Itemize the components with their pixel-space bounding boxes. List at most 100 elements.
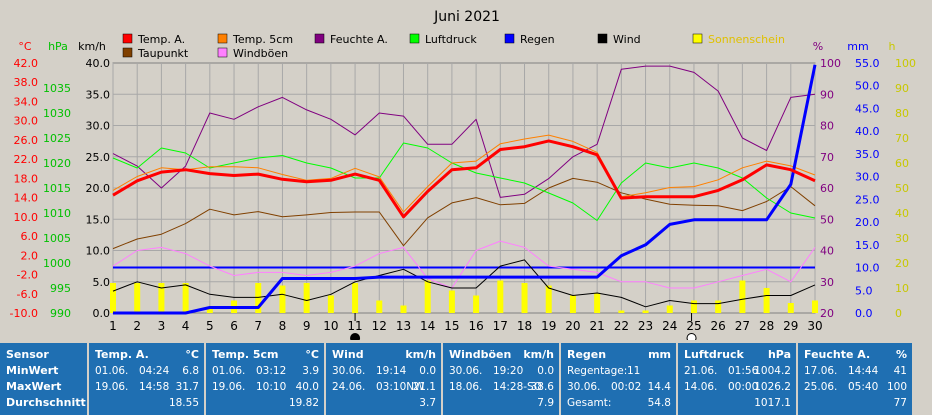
moon-markers: [350, 313, 697, 340]
tick-label-wind: 40.0: [86, 57, 111, 70]
tick-label-rain: 45.0: [855, 102, 880, 115]
legend-swatch: [122, 47, 133, 58]
stats-min-date: 01.06.: [95, 365, 129, 377]
stats-min-time: 01:56: [728, 365, 759, 377]
legend-swatch: [217, 47, 228, 58]
sunshine-bar: [521, 283, 528, 313]
stats-max-date: 25.06.: [804, 381, 838, 393]
stats-max-value: 14.4: [647, 381, 671, 393]
tick-label-wind: 25.0: [86, 151, 111, 164]
stats-label-max: MaxWert: [6, 380, 62, 393]
stats-min-date: 17.06.: [804, 365, 838, 377]
tick-label-wind: 5.0: [93, 276, 111, 289]
sunshine-bars: [110, 280, 818, 313]
stats-avg-value: 77: [893, 397, 907, 409]
stats-min-value: 0.0: [419, 365, 436, 377]
stats-box-title: Regen: [567, 348, 607, 361]
tick-label-hum: 40: [820, 245, 834, 258]
tick-label-rain: 40.0: [855, 125, 880, 138]
sunshine-bar: [279, 285, 286, 313]
series-line-feuchte-a-: [112, 65, 816, 198]
stats-min-date: 30.06.: [449, 365, 483, 377]
tick-label-sun: 40: [895, 207, 909, 220]
tick-label-hum: 60: [820, 182, 834, 195]
stats-min-date: Regentage:: [567, 365, 628, 377]
legend-label: Temp. A.: [137, 33, 185, 46]
weather-chart: Juni 2021 Temp. A. Temp. 5cm Feuchte A. Luf…: [10, 9, 916, 340]
stats-label-avg: Durchschnitt: [6, 396, 86, 409]
stats-min-time: 19:14: [376, 365, 407, 377]
sunshine-bar: [812, 300, 818, 313]
stats-avg-value: 7.9: [537, 397, 554, 409]
statistics-panel: Sensor MinWert MaxWert Durchschnitt Temp…: [0, 343, 932, 415]
tick-label-press: 1000: [43, 257, 71, 270]
tick-label-wind: 15.0: [86, 213, 111, 226]
x-tick-label: 30: [807, 319, 822, 333]
sunshine-bar: [424, 280, 431, 313]
stats-box-temp-5cm: Temp. 5cm °C 01.06. 03:12 3.9 19.06. 10:10 40.0…: [206, 343, 324, 415]
tick-label-temp: 26.0: [14, 134, 39, 147]
stats-label-sensor: Sensor: [6, 348, 49, 361]
sunshine-bar: [110, 283, 116, 313]
tick-label-temp: 6.0: [21, 230, 39, 243]
x-tick-label: 19: [541, 319, 556, 333]
stats-box-unit: %: [895, 348, 907, 361]
legend-swatch: [217, 33, 228, 44]
left-axes: 42.0 38.0 34.0 30.0 26.0 22.0 18.0 14.0 10.0 6.0 2…: [10, 57, 110, 320]
tick-label-sun: 60: [895, 157, 909, 170]
x-axis-ticks: 1 2 3 4 5 6 7 8 9 10 11 12 13 14 15 16 17 18 19 20 21 22 23 24 2…: [109, 319, 822, 333]
series-line-windb-en: [112, 240, 816, 289]
tick-label-rain: 5.0: [855, 284, 873, 297]
sunshine-bar: [400, 305, 407, 313]
tick-label-press: 990: [50, 307, 71, 320]
sunshine-bar: [545, 285, 552, 313]
chart-legend: Temp. A. Temp. 5cm Feuchte A. Luftdruck Rege…: [122, 33, 785, 60]
sunshine-bar: [448, 290, 455, 313]
stats-min-date: 30.06.: [332, 365, 366, 377]
tick-label-temp: 14.0: [14, 192, 39, 205]
stats-min-value: 1004.2: [754, 365, 791, 377]
tick-label-temp: 22.0: [14, 153, 39, 166]
x-tick-label: 6: [230, 319, 238, 333]
stats-max-date: 19.06.: [212, 381, 246, 393]
stats-max-date: 24.06.: [332, 381, 366, 393]
tick-label-sun: 100: [895, 57, 916, 70]
stats-max-time: 14:58: [139, 381, 170, 393]
tick-label-press: 1035: [43, 82, 71, 95]
tick-label-wind: 20.0: [86, 182, 111, 195]
tick-label-temp: -2.0: [17, 269, 38, 282]
series-line-wind: [112, 259, 816, 308]
tick-label-rain: 25.0: [855, 193, 880, 206]
x-tick-label: 9: [303, 319, 311, 333]
stats-max-value: 21.1: [412, 381, 436, 393]
stats-max-time: 10:10: [256, 381, 287, 393]
series-line-temp-5cm: [112, 134, 816, 213]
tick-label-wind: 0.0: [93, 307, 111, 320]
tick-label-rain: 20.0: [855, 216, 880, 229]
axis-unit-sun: h: [889, 40, 896, 53]
stats-row-labels: Sensor MinWert MaxWert Durchschnitt: [0, 343, 87, 415]
legend-swatch: [122, 33, 133, 44]
series-line-temp-a-: [112, 139, 816, 219]
stats-box-title: Windböen: [449, 348, 512, 361]
stats-box-wind: Wind km/h 30.06. 19:14 0.0 24.06. 03:10NW 21.1 3…: [326, 343, 441, 415]
sunshine-bar: [376, 300, 383, 313]
full-moon-icon: [686, 333, 697, 340]
stats-box-unit: °C: [185, 348, 199, 361]
tick-label-press: 995: [50, 282, 71, 295]
sunshine-bar: [497, 280, 504, 313]
sunshine-bar: [327, 295, 334, 313]
x-tick-label: 3: [158, 319, 166, 333]
tick-label-press: 1020: [43, 157, 71, 170]
stats-min-value: 41: [893, 365, 907, 377]
stats-max-value: 40.0: [295, 381, 319, 393]
tick-label-wind: 30.0: [86, 120, 111, 133]
tick-label-press: 1010: [43, 207, 71, 220]
tick-label-sun: 0: [895, 307, 902, 320]
x-tick-label: 10: [323, 319, 338, 333]
tick-label-sun: 50: [895, 182, 909, 195]
stats-box-temp-a-: Temp. A. °C 01.06. 04:24 6.8 19.06. 14:58 31.7 1…: [89, 343, 204, 415]
legend-label: Sonnenschein: [708, 33, 785, 46]
sunshine-bar: [690, 300, 697, 313]
sunshine-bar: [569, 295, 576, 313]
